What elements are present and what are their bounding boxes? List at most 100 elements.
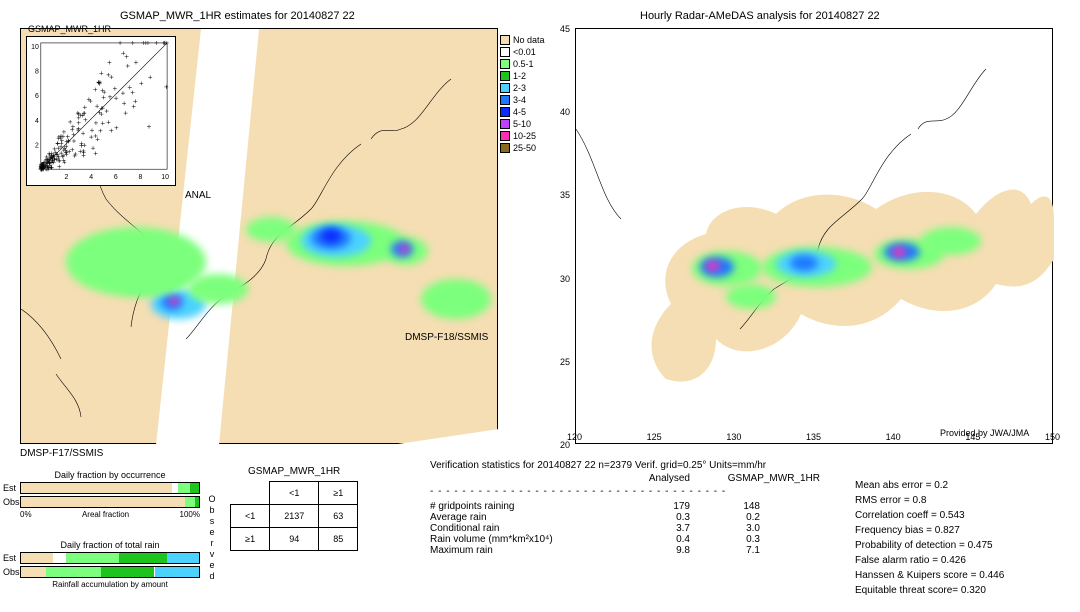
legend-row-1: <0.01 — [500, 46, 560, 58]
legend-swatch — [500, 107, 510, 117]
xtick: 135 — [806, 432, 821, 442]
bar-seg — [195, 497, 199, 507]
legend-swatch — [500, 83, 510, 93]
verif-colh2: GSMAP_MWR_1HR — [690, 473, 820, 484]
legend-label: 10-25 — [513, 131, 536, 141]
precip-blob — [892, 247, 906, 257]
bar-seg — [66, 553, 119, 563]
precip-blob — [921, 227, 981, 255]
legend-swatch — [500, 59, 510, 69]
ctg-row-0: <1 — [231, 505, 270, 528]
legend-row-0: No data — [500, 34, 560, 46]
ytick: 20 — [560, 440, 570, 450]
bar-seg — [167, 553, 199, 563]
verif-analysed: 179 — [620, 501, 690, 512]
inset-xlabel: ANAL — [185, 190, 211, 201]
precip-blob — [169, 297, 179, 305]
bar-seg — [21, 497, 185, 507]
annot-dmspf17: DMSP-F17/SSMIS — [20, 448, 103, 459]
legend-label: 25-50 — [513, 143, 536, 153]
precip-blob — [790, 255, 818, 271]
color-legend: No data<0.010.5-11-22-33-44-55-1010-2525… — [500, 34, 560, 154]
svg-text:4: 4 — [35, 118, 39, 125]
precip-blob — [399, 245, 409, 253]
contingency-table: GSMAP_MWR_1HR <1 ≥1 <1 2137 63 ≥1 94 85 — [230, 466, 358, 551]
right-map — [575, 28, 1053, 444]
frac-occ-ax-m: Areal fraction — [82, 510, 129, 519]
precip-blob — [66, 227, 206, 297]
score-line-6: Hanssen & Kuipers score = 0.446 — [855, 568, 1004, 583]
verif-colh1: Analysed — [620, 473, 690, 484]
verif-header: Verification statistics for 20140827 22 … — [430, 460, 1070, 471]
bar-seg — [101, 567, 154, 577]
frac-tot-title: Daily fraction of total rain — [20, 540, 200, 550]
precip-blob — [421, 279, 491, 319]
ctg-cell-00: 2137 — [270, 505, 319, 528]
frac-occ-obs: Obs — [20, 496, 200, 508]
ctg-row-1: ≥1 — [231, 528, 270, 551]
left-map-title: GSMAP_MWR_1HR estimates for 20140827 22 — [120, 10, 355, 22]
bar-seg — [190, 483, 199, 493]
legend-swatch — [500, 131, 510, 141]
svg-text:6: 6 — [114, 174, 118, 181]
scores-list: Mean abs error = 0.2RMS error = 0.8Corre… — [855, 478, 1004, 598]
svg-text:10: 10 — [161, 174, 169, 181]
legend-swatch — [500, 47, 510, 57]
ytick: 30 — [560, 274, 570, 284]
precip-blob — [321, 229, 341, 243]
observed-vlabel: Observed — [206, 494, 218, 582]
legend-row-4: 2-3 — [500, 82, 560, 94]
ytick: 45 — [560, 24, 570, 34]
legend-swatch — [500, 95, 510, 105]
precip-blob — [246, 217, 296, 242]
ytick: 35 — [560, 190, 570, 200]
bar-seg — [185, 497, 196, 507]
fraction-total: Daily fraction of total rain Est Obs Rai… — [20, 540, 200, 589]
frac-tot-obs: Obs — [20, 566, 200, 578]
verif-analysed: 0.4 — [620, 534, 690, 545]
legend-label: 5-10 — [513, 119, 531, 129]
legend-label: 2-3 — [513, 83, 526, 93]
svg-text:10: 10 — [31, 44, 39, 51]
ctg-col-0: <1 — [270, 482, 319, 505]
annot-dmspf18: DMSP-F18/SSMIS — [405, 332, 488, 343]
svg-text:2: 2 — [35, 143, 39, 150]
legend-row-7: 5-10 — [500, 118, 560, 130]
legend-swatch — [500, 143, 510, 153]
legend-label: <0.01 — [513, 47, 536, 57]
legend-label: 1-2 — [513, 71, 526, 81]
score-line-7: Equitable threat score= 0.320 — [855, 583, 1004, 598]
inset-title: GSMAP_MWR_1HR — [28, 24, 111, 34]
bar-seg — [53, 553, 65, 563]
verif-gsmap: 0.3 — [690, 534, 760, 545]
score-line-1: RMS error = 0.8 — [855, 493, 1004, 508]
precip-blob — [706, 261, 720, 271]
frac-occ-est: Est — [20, 482, 200, 494]
legend-label: No data — [513, 35, 545, 45]
right-map-title: Hourly Radar-AMeDAS analysis for 2014082… — [640, 10, 880, 22]
legend-swatch — [500, 35, 510, 45]
verif-gsmap: 7.1 — [690, 545, 760, 556]
svg-text:6: 6 — [35, 93, 39, 100]
right-map-credit: Provided by JWA/JMA — [940, 428, 1029, 438]
ctg-cell-01: 63 — [319, 505, 358, 528]
verif-analysed: 0.3 — [620, 512, 690, 523]
bar-seg — [46, 567, 101, 577]
verif-label: # gridpoints raining — [430, 501, 620, 512]
verif-analysed: 9.8 — [620, 545, 690, 556]
bar-seg — [21, 483, 172, 493]
inset-scatter: 1086 42 246 810 — [26, 36, 176, 186]
legend-label: 4-5 — [513, 107, 526, 117]
frac-occ-ax-l: 0% — [20, 510, 32, 519]
legend-label: 0.5-1 — [513, 59, 534, 69]
score-line-3: Frequency bias = 0.827 — [855, 523, 1004, 538]
verif-label: Average rain — [430, 512, 620, 523]
ctg-cell-10: 94 — [270, 528, 319, 551]
legend-row-3: 1-2 — [500, 70, 560, 82]
legend-swatch — [500, 71, 510, 81]
frac-occ-ax-r: 100% — [180, 510, 200, 519]
verif-analysed: 3.7 — [620, 523, 690, 534]
svg-text:4: 4 — [89, 174, 93, 181]
ctg-cell-11: 85 — [319, 528, 358, 551]
ctg-title: GSMAP_MWR_1HR — [230, 466, 358, 477]
